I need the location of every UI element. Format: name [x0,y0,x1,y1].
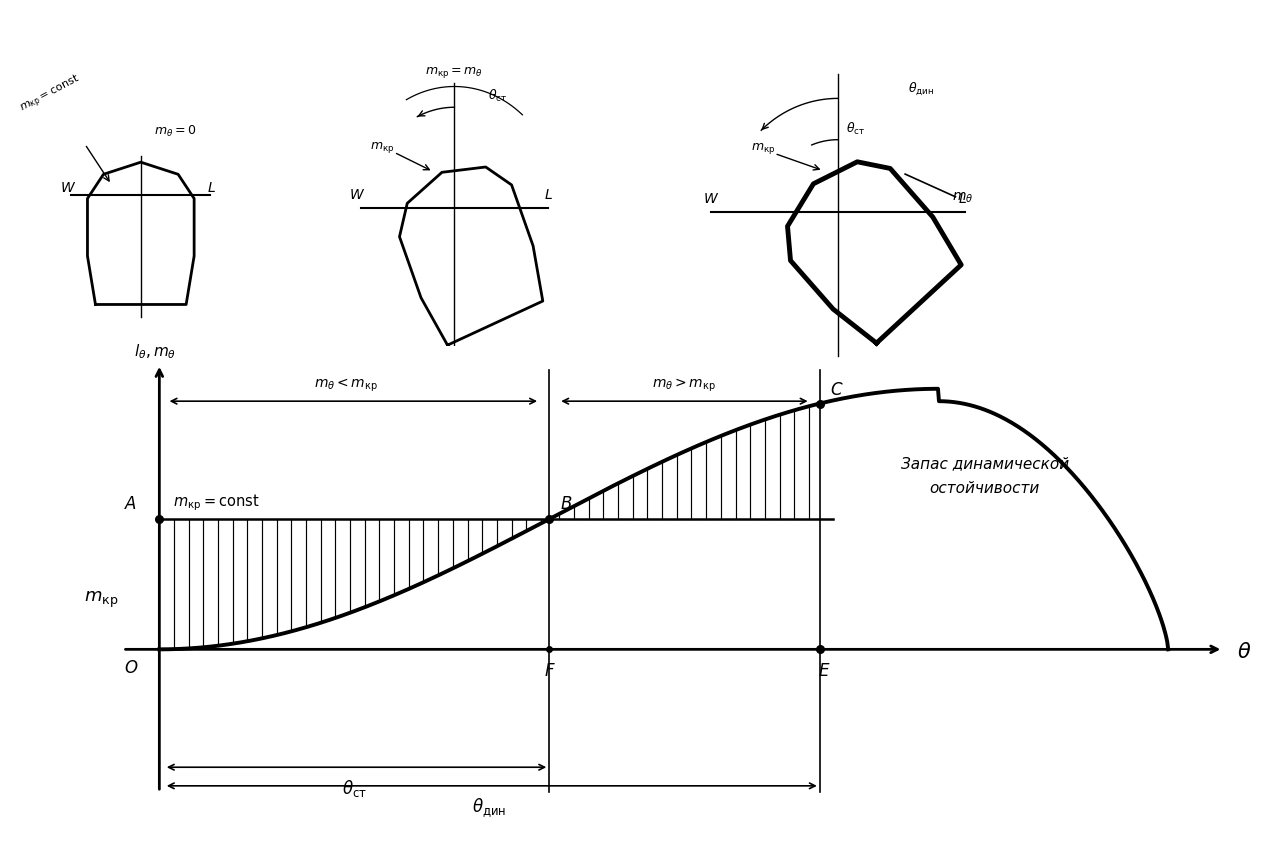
Text: B: B [561,496,572,514]
Text: остойчивости: остойчивости [929,481,1039,496]
Text: $m_{\rm кр}= {\rm const}$: $m_{\rm кр}= {\rm const}$ [173,492,260,513]
Text: $\theta_{\rm дин}$: $\theta_{\rm дин}$ [472,797,507,819]
Text: $m_{\theta} < m_{\rm кр}$: $m_{\theta} < m_{\rm кр}$ [315,377,379,394]
Text: $\theta_{\rm дин}$: $\theta_{\rm дин}$ [909,80,934,97]
Text: $\theta_{\rm ст}$: $\theta_{\rm ст}$ [846,121,865,137]
Text: L: L [207,182,215,195]
Text: $\theta_{\rm ст}$: $\theta_{\rm ст}$ [342,778,367,799]
Text: L: L [545,189,553,202]
Text: $m_{\theta} = 0$: $m_{\theta} = 0$ [154,124,197,139]
Text: W: W [60,182,74,195]
Text: $m_{\theta}$: $m_{\theta}$ [952,191,973,205]
Text: $m_{\rm кр}$: $m_{\rm кр}$ [751,141,776,156]
Text: F: F [544,663,554,681]
Text: $m_{\rm кр}$: $m_{\rm кр}$ [370,140,394,155]
Text: A: A [125,496,137,514]
Text: E: E [819,663,829,681]
Text: $m_{\rm кр}$: $m_{\rm кр}$ [83,590,118,610]
Text: $m_{\theta} > m_{\rm кр}$: $m_{\theta} > m_{\rm кр}$ [653,377,717,394]
Text: $\theta$: $\theta$ [1236,643,1252,663]
Text: $l_{\theta}, m_{\theta}$: $l_{\theta}, m_{\theta}$ [133,343,175,361]
Text: O: O [124,658,137,676]
Text: $m_{\rm кр} = m_{\theta}$: $m_{\rm кр} = m_{\theta}$ [425,65,484,80]
Text: Запас динамической: Запас динамической [901,456,1069,471]
Text: $m_{\rm кр} = {\rm const}$: $m_{\rm кр} = {\rm const}$ [17,71,83,117]
Text: W: W [349,189,364,202]
Text: L: L [959,192,966,206]
Text: W: W [704,192,717,206]
Text: $\theta_{\rm ст}$: $\theta_{\rm ст}$ [488,88,507,105]
Text: C: C [831,381,842,399]
